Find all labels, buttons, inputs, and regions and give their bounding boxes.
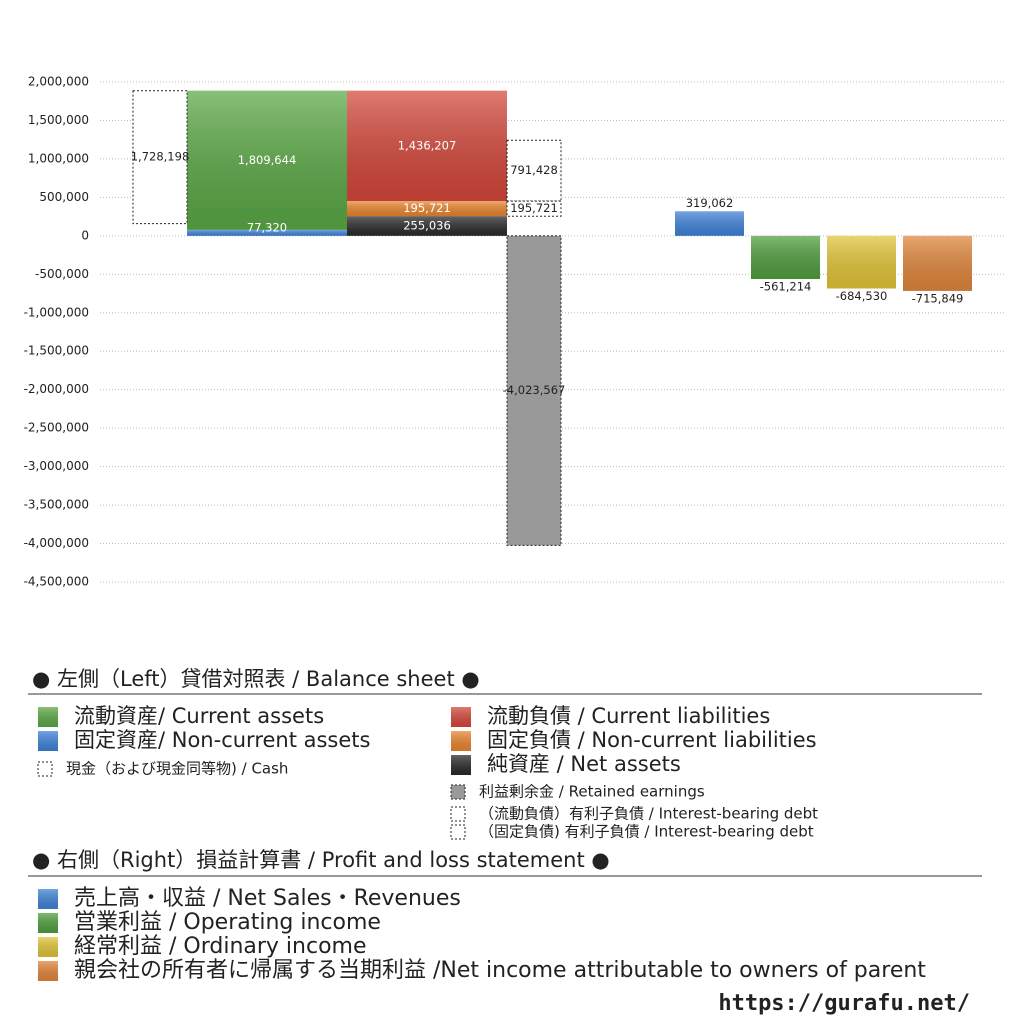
legend-swatch [450,784,466,800]
legend-heading: ● 右側（Right）損益計算書 / Profit and loss state… [32,848,610,872]
data-label: -561,214 [760,280,812,294]
source-url: https://gurafu.net/ [718,991,970,1016]
bar [506,200,562,217]
legend-swatch-shade [38,937,58,957]
legend-label: 売上高・収益 / Net Sales・Revenues [74,886,461,911]
bar [506,235,562,546]
data-label: 1,728,198 [131,150,190,164]
legend-label: 純資産 / Net assets [487,752,681,776]
data-label: 77,320 [247,220,287,234]
bar-shade [827,235,896,289]
y-tick-label: -2,500,000 [24,421,89,435]
legend-label: 親会社の所有者に帰属する当期利益 /Net income attributabl… [74,958,926,983]
data-label: 319,062 [686,196,734,210]
legend-swatch-shade [38,961,58,981]
legend-swatch-shade [451,755,471,775]
bar-shade [187,90,347,230]
data-label: 195,721 [510,201,558,215]
legend-label: （流動負債）有利子負債 / Interest-bearing debt [479,805,818,823]
y-tick-label: -1,000,000 [24,305,89,319]
data-label: -684,530 [836,289,888,303]
bar-shade [347,90,507,202]
legend-label: 現金（および現金同等物) / Cash [66,760,288,778]
legend-label: 営業利益 / Operating income [74,910,381,935]
y-tick-label: 1,500,000 [28,113,89,127]
data-label: 255,036 [403,219,451,233]
legend-swatch-shade [451,731,471,751]
legend-swatch [450,806,466,822]
legend-label: 固定資産/ Non-current assets [74,728,370,752]
legend-label: 利益剰余金 / Retained earnings [479,783,705,801]
data-label: 195,721 [403,201,451,215]
legend-swatch [37,761,53,777]
y-tick-label: -4,500,000 [24,575,89,589]
bar-shade [187,229,347,236]
y-tick-label: 1,000,000 [28,151,89,165]
legend-heading: ● 左側（Left）貸借対照表 / Balance sheet ● [32,667,480,691]
y-tick-label: -3,500,000 [24,498,89,512]
data-label: 1,809,644 [238,153,297,167]
y-tick-label: -1,500,000 [24,344,89,358]
data-label: 791,428 [510,163,558,177]
data-label: -715,849 [912,291,964,305]
legend-swatch [450,824,466,840]
data-label: -4,023,567 [503,383,566,397]
y-tick-label: -4,000,000 [24,536,89,550]
y-tick-label: -500,000 [35,267,89,281]
legend-swatch-shade [38,913,58,933]
legend-swatch-shade [38,889,58,909]
bar-shade [675,211,744,236]
y-tick-label: 2,000,000 [28,75,89,89]
legend-swatch-shade [451,707,471,727]
bar-shade [347,216,507,236]
y-tick-label: -2,000,000 [24,382,89,396]
bar-shade [903,235,972,291]
legend-label: 固定負債 / Non-current liabilities [487,728,817,752]
y-tick-label: 500,000 [39,190,89,204]
y-tick-label: -3,000,000 [24,459,89,473]
legend-label: （固定負債) 有利子負債 / Interest-bearing debt [479,823,814,841]
legend-swatch-shade [38,707,58,727]
bar [132,90,188,225]
bar-shade [751,235,820,280]
legend-label: 流動資産/ Current assets [74,704,324,728]
legend-label: 経常利益 / Ordinary income [74,934,367,959]
bar-shade [347,201,507,217]
bar [506,139,562,202]
data-label: 1,436,207 [398,138,457,152]
legend-swatch-shade [38,731,58,751]
y-tick-label: 0 [81,228,89,242]
legend-label: 流動負債 / Current liabilities [487,704,770,728]
